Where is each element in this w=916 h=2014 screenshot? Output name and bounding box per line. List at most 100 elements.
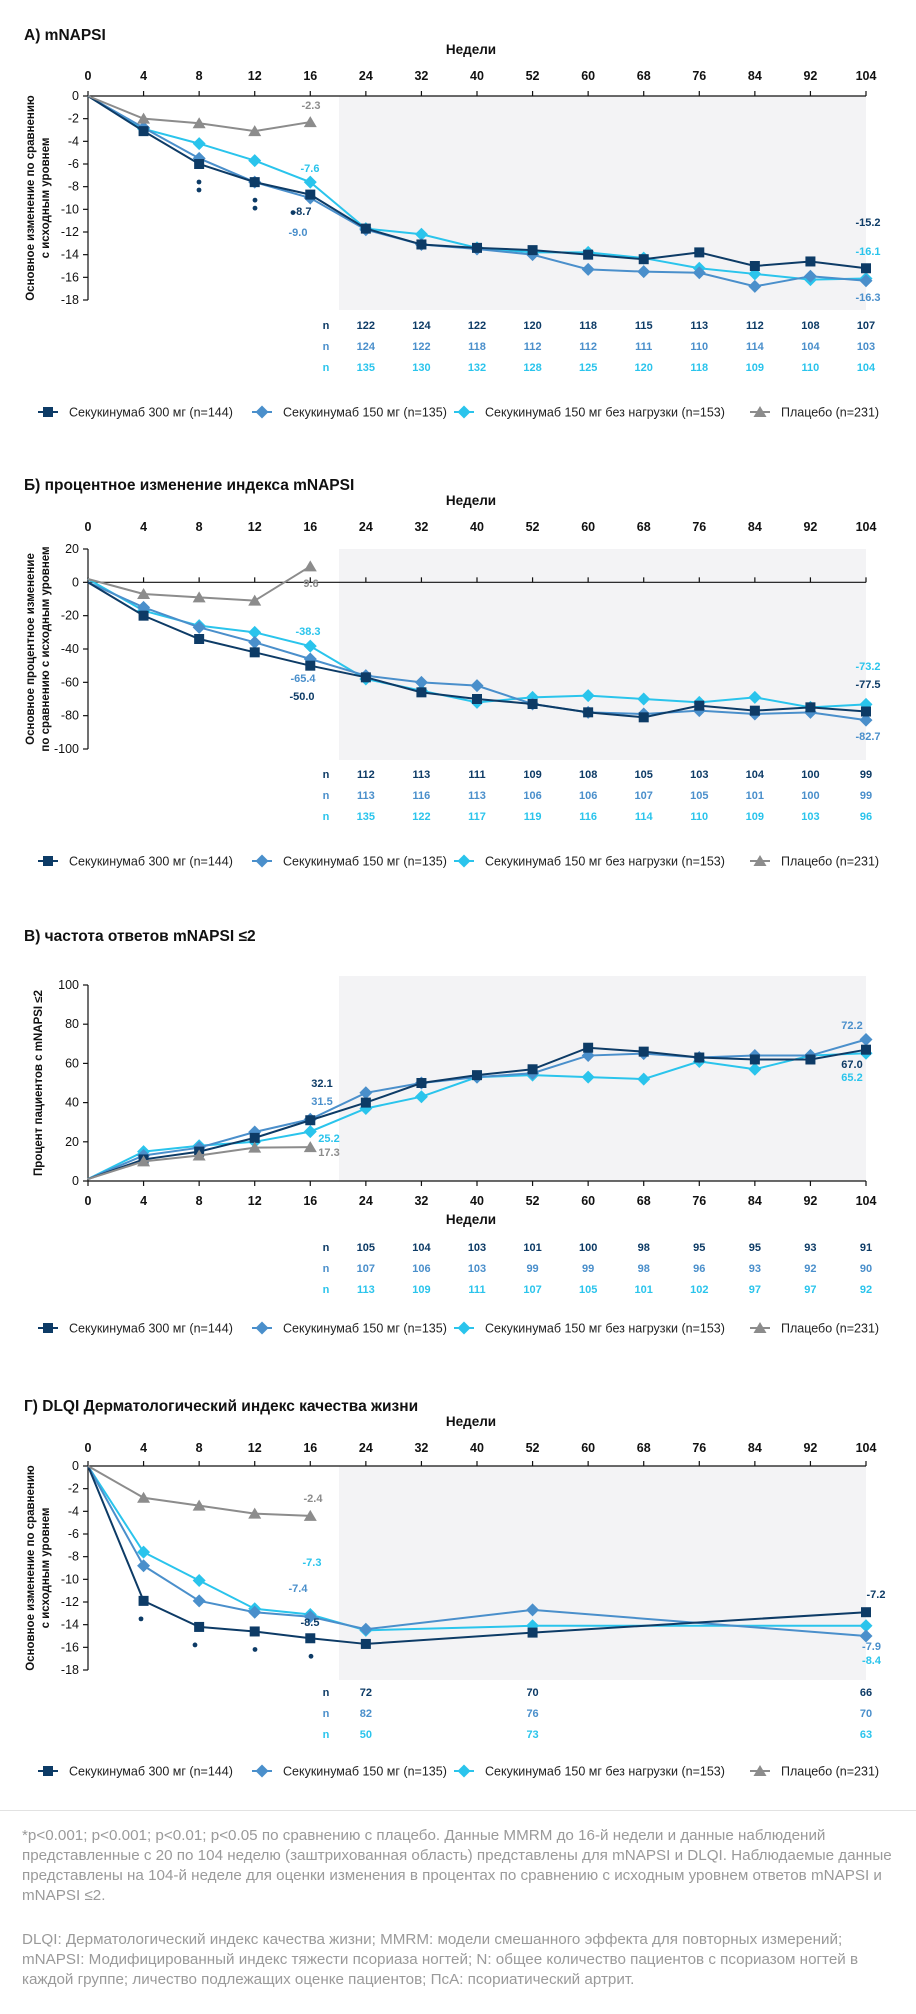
data-label-s300: -50.0 (289, 691, 314, 703)
significance-dot (196, 179, 202, 185)
x-tick-label: 12 (248, 69, 262, 83)
n-value-s150: 124 (357, 341, 376, 353)
n-value-s300: 112 (357, 769, 375, 781)
data-point-s300 (472, 1070, 482, 1081)
n-value-s300: 108 (801, 320, 819, 332)
data-point-placebo (248, 125, 262, 137)
x-tick-label: 40 (470, 1441, 484, 1455)
n-value-s300: 104 (412, 1242, 431, 1254)
significance-dot (138, 1616, 144, 1622)
x-tick-label: 68 (637, 1194, 651, 1208)
x-tick-label: 4 (140, 1441, 147, 1455)
n-value-s150nl: 109 (746, 362, 764, 374)
data-point-s300 (305, 1115, 316, 1126)
legend-label-placebo: Плацебо (n=231) (781, 1765, 879, 1779)
legend-label-s150: Секукинумаб 150 мг (n=135) (283, 1322, 447, 1336)
data-point-s150 (859, 274, 873, 288)
data-point-s300 (416, 1078, 427, 1088)
n-value-s150nl: 97 (804, 1284, 816, 1296)
n-value-s150: 90 (860, 1263, 872, 1275)
y-tick-label: -20 (61, 609, 79, 623)
significance-dot (290, 210, 296, 216)
data-label-s300: -8.5 (301, 1617, 320, 1629)
data-point-s300 (638, 1046, 649, 1057)
n-value-s150: 106 (412, 1263, 430, 1275)
data-point-placebo (248, 594, 262, 606)
data-label-s150: -65.4 (290, 673, 316, 685)
n-row-label: n (323, 1729, 330, 1741)
data-point-s150 (581, 262, 595, 276)
legend-label-s150: Секукинумаб 150 мг (n=135) (283, 1765, 447, 1779)
n-value-s150: 98 (638, 1263, 650, 1275)
n-value-s150nl: 113 (357, 1284, 375, 1296)
data-point-s300 (805, 702, 816, 713)
x-tick-label: 60 (581, 69, 595, 83)
legend-label-placebo: Плацебо (n=231) (781, 855, 879, 869)
n-value-s150: 116 (413, 790, 431, 802)
n-value-s150nl: 116 (579, 811, 597, 823)
data-point-s300 (305, 189, 316, 200)
data-point-s150 (359, 1086, 373, 1100)
y-tick-label: -16 (61, 270, 79, 284)
significance-dot (252, 197, 258, 203)
n-value-s150: 99 (860, 790, 872, 802)
data-point-s300 (861, 1044, 871, 1055)
x-tick-label: 24 (359, 520, 373, 534)
data-point-s150nl (748, 1062, 762, 1076)
x-tick-label: 76 (692, 520, 706, 534)
data-point-placebo (248, 1507, 262, 1519)
n-value-s300: 66 (860, 1687, 872, 1699)
y-tick-label: 100 (58, 978, 79, 992)
data-point-s300 (527, 1627, 538, 1638)
n-value-s150nl: 118 (690, 362, 708, 374)
data-point-s150nl (248, 154, 262, 168)
data-point-s300 (749, 705, 760, 716)
y-axis-title: Основное изменение по сравнению (25, 1465, 37, 1671)
x-tick-label: 0 (85, 1194, 92, 1208)
n-value-s300: 93 (804, 1242, 816, 1254)
n-value-s150: 118 (468, 341, 486, 353)
data-point-s150 (803, 269, 817, 283)
data-point-s150 (248, 1605, 262, 1619)
legend-marker-s150 (255, 1321, 269, 1335)
x-tick-label: 104 (856, 1441, 877, 1455)
y-tick-label: -4 (68, 134, 79, 148)
data-label-s150: -7.9 (862, 1641, 881, 1653)
data-point-placebo (192, 1149, 206, 1161)
y-tick-label: 0 (72, 89, 79, 103)
data-point-placebo (137, 1155, 151, 1167)
n-value-s150nl: 117 (468, 811, 486, 823)
data-point-s300 (360, 223, 371, 234)
data-point-s300 (527, 1064, 538, 1075)
data-point-s300 (694, 247, 705, 258)
data-point-s300 (805, 256, 816, 267)
n-value-s150nl: 122 (412, 811, 430, 823)
x-tick-label: 16 (303, 520, 317, 534)
x-tick-label: 8 (196, 520, 203, 534)
n-value-s300: 100 (801, 769, 819, 781)
data-point-s300 (249, 647, 260, 658)
n-value-s300: 72 (360, 1687, 372, 1699)
n-value-s150: 100 (801, 790, 819, 802)
n-value-s150nl: 104 (857, 362, 876, 374)
data-point-placebo (192, 591, 206, 603)
chart-panel-b: Б) процентное изменение индекса mNAPSI Не… (24, 477, 881, 869)
x-tick-label: 52 (526, 520, 540, 534)
legend-marker-s150nl (457, 854, 471, 868)
legend-marker-s300 (43, 1766, 53, 1776)
legend-marker-s300 (43, 407, 53, 417)
footnote-separator (0, 1810, 916, 1811)
x-tick-label: 0 (85, 520, 92, 534)
y-tick-label: -2 (68, 112, 79, 126)
panel-title: А) mNAPSI (24, 27, 106, 44)
y-tick-label: 0 (72, 575, 79, 589)
data-point-s300 (694, 1052, 705, 1063)
legend: Секукинумаб 300 мг (n=144) Секукинумаб 15… (38, 1764, 879, 1779)
y-tick-label: -12 (61, 225, 79, 239)
x-axis-title: Недели (446, 42, 496, 57)
data-point-s150 (470, 679, 484, 693)
data-point-s150 (748, 279, 762, 293)
data-point-s300 (861, 263, 871, 274)
n-row-label: n (323, 1263, 330, 1275)
n-value-s150: 106 (579, 790, 597, 802)
